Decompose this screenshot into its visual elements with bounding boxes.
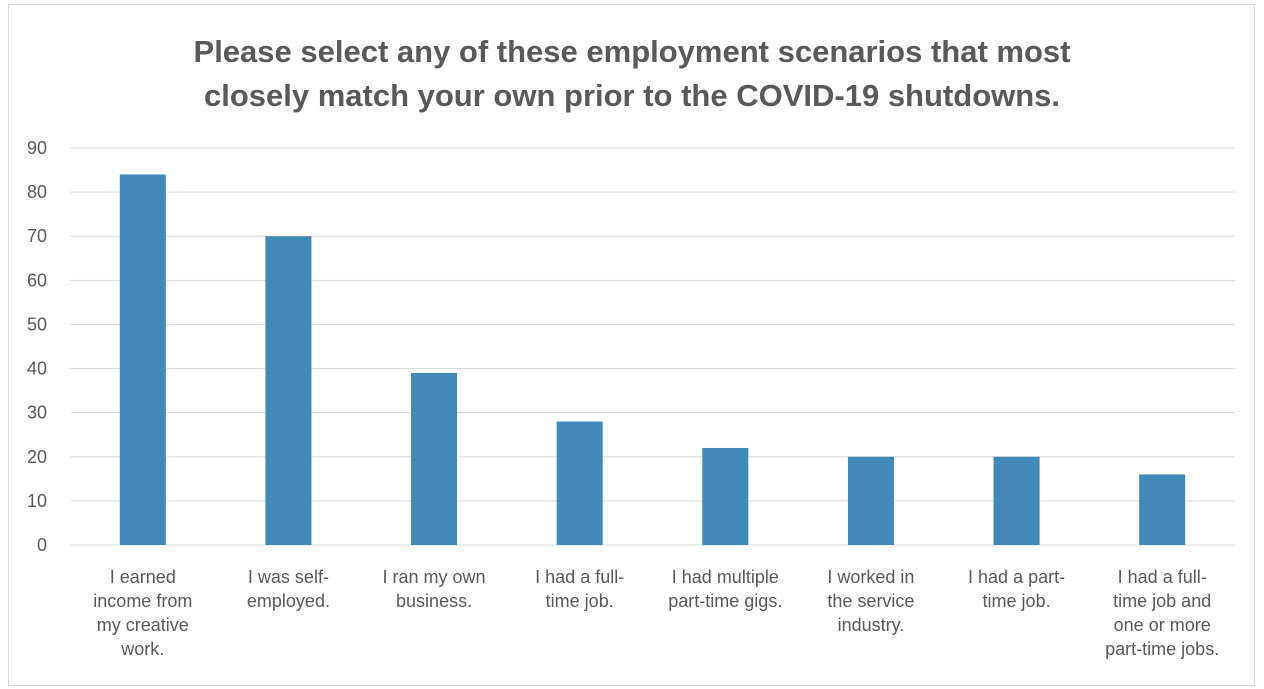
y-tick-label-60: 60 bbox=[27, 270, 47, 290]
x-tick-label-6-line-1: I worked in bbox=[827, 567, 914, 587]
bar-1 bbox=[119, 174, 166, 545]
y-tick-label-80: 80 bbox=[27, 182, 47, 202]
x-tick-label-3-line-2: business. bbox=[396, 591, 472, 611]
x-tick-label-8: I had a full-time job and one or more part… bbox=[1105, 567, 1219, 659]
x-tick-label-5: I had multiple part-time gigs. bbox=[668, 567, 782, 611]
x-tick-label-1: I earned income from my creative work. bbox=[93, 567, 192, 659]
bar-5 bbox=[702, 447, 749, 545]
bar-2 bbox=[265, 236, 312, 545]
bar-3 bbox=[411, 372, 458, 545]
y-tick-label-50: 50 bbox=[27, 314, 47, 334]
x-tick-label-8-line-4: part-time jobs. bbox=[1105, 639, 1219, 659]
y-tick-label-10: 10 bbox=[27, 491, 47, 511]
chart-title-line-2: closely match your own prior to the COVI… bbox=[203, 78, 1061, 113]
bar-4 bbox=[556, 421, 603, 545]
chart-title-line-1: Please select any of these employment sc… bbox=[193, 34, 1071, 69]
x-tick-label-5-line-1: I had multiple bbox=[672, 567, 779, 587]
x-tick-label-3: I ran my own business. bbox=[383, 567, 486, 611]
bar-7 bbox=[993, 456, 1040, 545]
y-tick-label-70: 70 bbox=[27, 226, 47, 246]
x-tick-label-4-line-2: time job. bbox=[546, 591, 614, 611]
x-tick-label-7-line-1: I had a part- bbox=[968, 567, 1065, 587]
x-tick-label-1-line-2: income from bbox=[93, 591, 192, 611]
x-tick-label-2-line-2: employed. bbox=[247, 591, 330, 611]
x-tick-label-6-line-3: industry. bbox=[838, 615, 905, 635]
x-tick-label-8-line-3: one or more bbox=[1114, 615, 1211, 635]
x-tick-label-1-line-1: I earned bbox=[110, 567, 176, 587]
chart-frame bbox=[8, 4, 1255, 686]
y-tick-label-40: 40 bbox=[27, 359, 47, 379]
x-tick-label-2: I was self-employed. bbox=[247, 567, 330, 611]
chart-title: Please select any of these employment sc… bbox=[0, 30, 1264, 118]
x-tick-label-1-line-4: work. bbox=[120, 639, 164, 659]
x-tick-label-7: I had a part-time job. bbox=[968, 567, 1065, 611]
bar-8 bbox=[1139, 474, 1186, 545]
y-tick-label-0: 0 bbox=[37, 535, 47, 555]
x-tick-label-8-line-1: I had a full- bbox=[1118, 567, 1207, 587]
y-tick-label-90: 90 bbox=[27, 138, 47, 158]
x-tick-label-7-line-2: time job. bbox=[983, 591, 1051, 611]
x-tick-label-6: I worked in the service industry. bbox=[827, 567, 914, 635]
bar-6 bbox=[847, 456, 894, 545]
x-tick-label-5-line-2: part-time gigs. bbox=[668, 591, 782, 611]
x-tick-label-3-line-1: I ran my own bbox=[383, 567, 486, 587]
x-tick-label-8-line-2: time job and bbox=[1113, 591, 1211, 611]
x-tick-label-6-line-2: the service bbox=[827, 591, 914, 611]
x-tick-label-2-line-1: I was self- bbox=[248, 567, 329, 587]
y-tick-label-20: 20 bbox=[27, 447, 47, 467]
x-tick-label-1-line-3: my creative bbox=[97, 615, 189, 635]
y-tick-label-30: 30 bbox=[27, 403, 47, 423]
x-tick-label-4-line-1: I had a full- bbox=[535, 567, 624, 587]
x-tick-label-4: I had a full-time job. bbox=[535, 567, 624, 611]
